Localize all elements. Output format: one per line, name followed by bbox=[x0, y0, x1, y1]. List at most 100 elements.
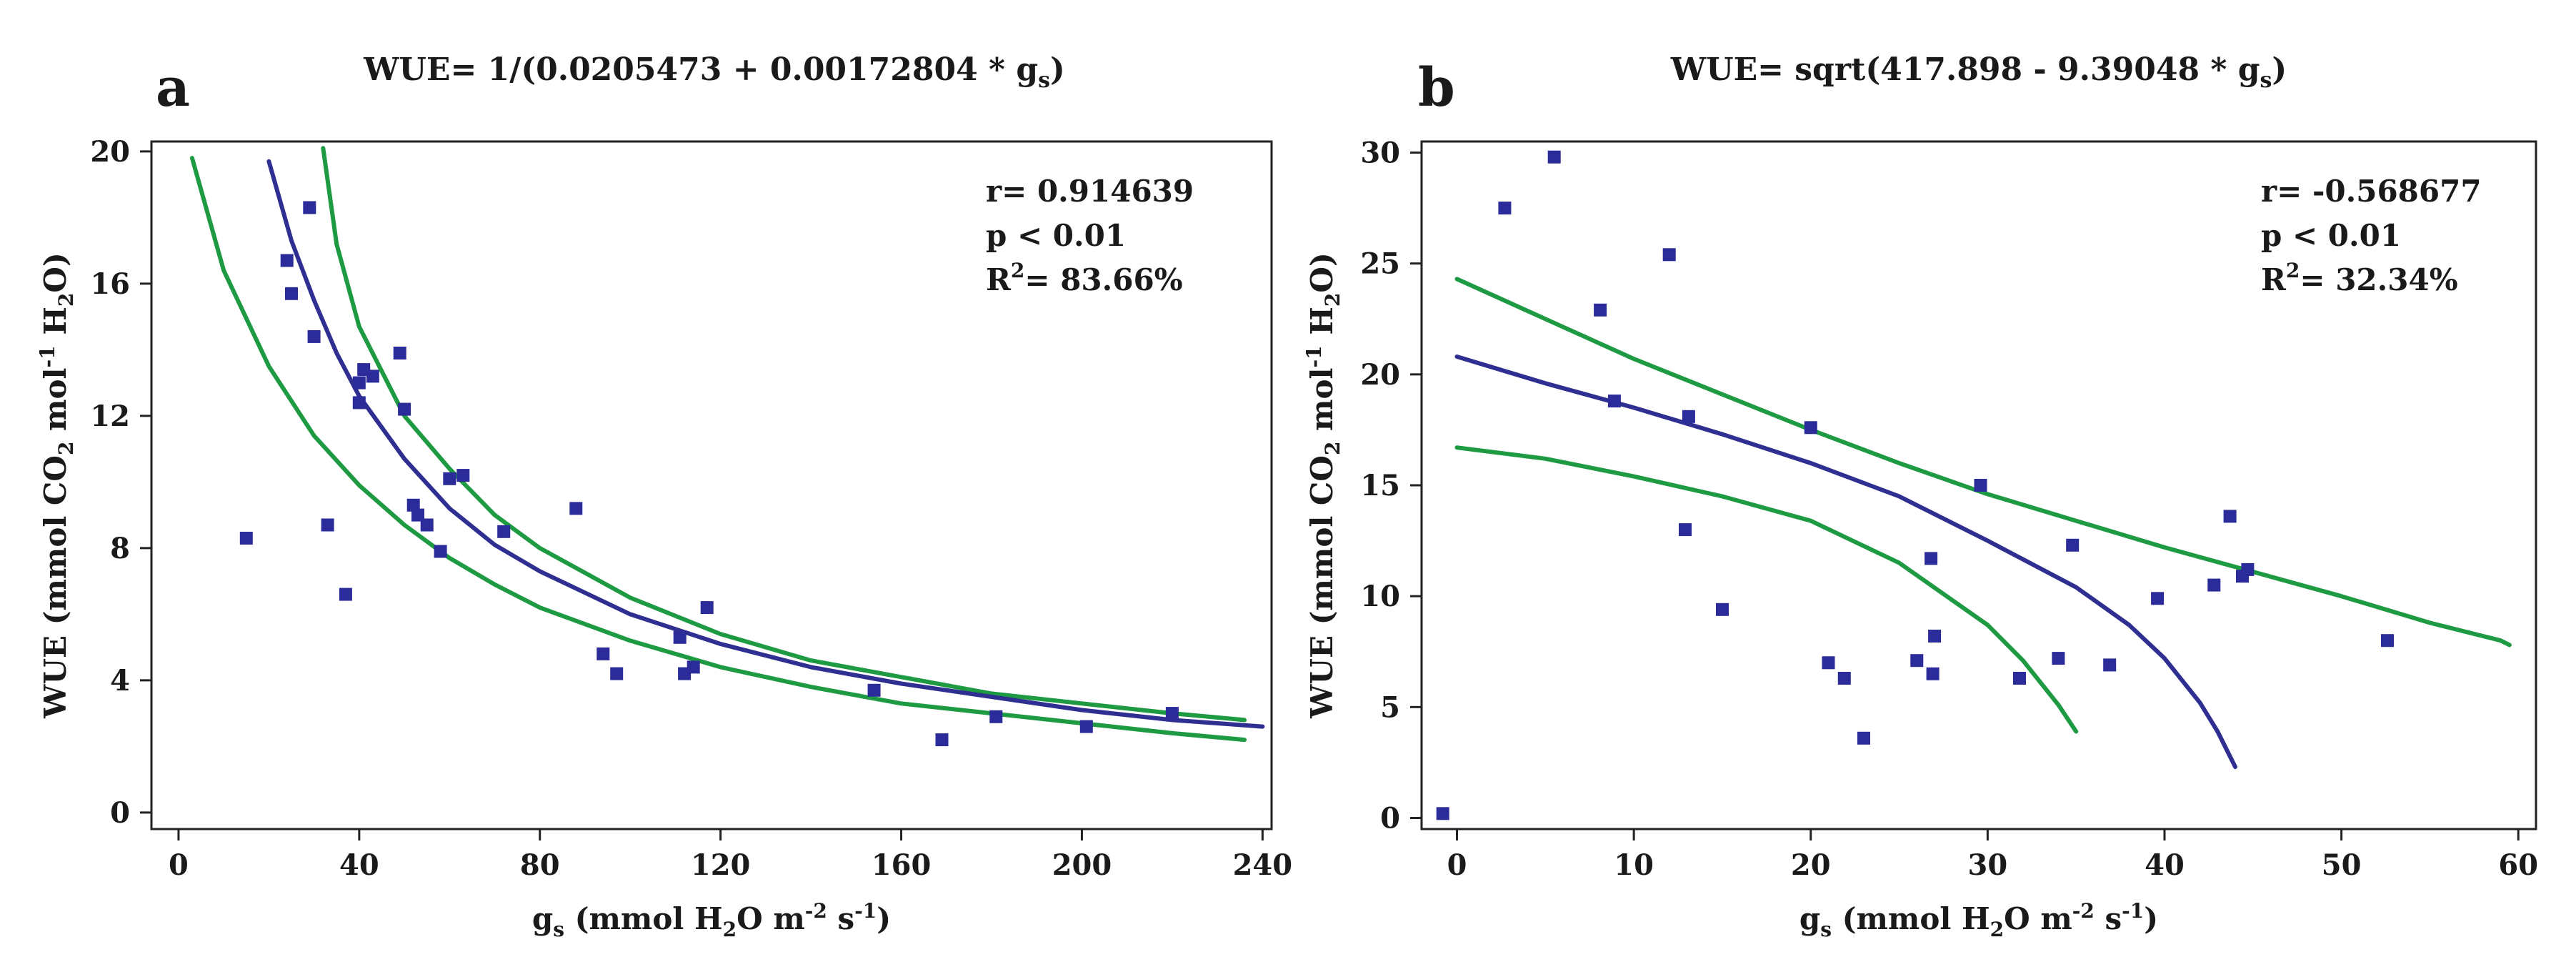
panel-b-data-point bbox=[1682, 410, 1695, 423]
panel-b-stats: r= -0.568677 p < 0.01 R2= 32.34% bbox=[2261, 174, 2482, 297]
panel-b-x-tick-label: 50 bbox=[2322, 848, 2362, 882]
panel-b-x-tick-label: 20 bbox=[1791, 848, 1831, 882]
panel-b-x-tick-label: 10 bbox=[1614, 848, 1654, 882]
panel-a-data-point bbox=[352, 396, 366, 410]
panel-a-data-point bbox=[596, 647, 610, 660]
panel-a: a WUE= 1/(0.0205473 + 0.00172804 * gs) 0… bbox=[36, 51, 1292, 941]
panel-b-stat-r: r= -0.568677 bbox=[2261, 174, 2482, 209]
panel-a-y-axis-title: WUE (mmol CO2 mol-1 H2O) bbox=[36, 252, 78, 719]
panel-a-x-tick-label: 40 bbox=[339, 848, 379, 882]
panel-a-x-tick-label: 120 bbox=[691, 848, 751, 882]
panel-b-data-point bbox=[1498, 202, 1512, 215]
panel-a-x-tick-label: 200 bbox=[1052, 848, 1112, 882]
panel-a-axes-frame bbox=[150, 140, 1273, 830]
panel-b-y-tick-label: 25 bbox=[1360, 247, 1400, 281]
panel-a-stat-p: p < 0.01 bbox=[986, 218, 1126, 253]
panel-b-data-point bbox=[2241, 562, 2255, 576]
panel-b-x-tick-label: 0 bbox=[1447, 848, 1467, 882]
panel-a-data-point bbox=[867, 683, 881, 697]
panel-a-x-tick-label: 160 bbox=[872, 848, 932, 882]
panel-b-letter: b bbox=[1418, 57, 1455, 119]
panel-b-data-point bbox=[1662, 248, 1676, 262]
panel-b-data-point bbox=[2207, 578, 2221, 592]
panel-b-data-point bbox=[1926, 667, 1940, 680]
panel-a-data-point bbox=[420, 518, 434, 532]
panel-a-data-point bbox=[411, 508, 424, 522]
panel-b-data-point bbox=[1822, 656, 1835, 670]
panel-b-data-point bbox=[1910, 654, 1924, 668]
panel-a-stat-r: r= 0.914639 bbox=[986, 174, 1194, 209]
panel-a-data-point bbox=[610, 667, 624, 680]
panel-a-data-point bbox=[989, 710, 1003, 723]
panel-a-title: WUE= 1/(0.0205473 + 0.00172804 * gs) bbox=[363, 51, 1065, 93]
panel-b-y-tick-label: 30 bbox=[1360, 137, 1400, 170]
panel-b-y-tick-label: 15 bbox=[1360, 469, 1400, 502]
panel-b-data-point bbox=[1716, 602, 1729, 616]
panel-b-data-point bbox=[2052, 652, 2065, 665]
panel-b-x-tick-label: 40 bbox=[2145, 848, 2185, 882]
panel-b-data-point bbox=[1679, 523, 1692, 537]
panel-a-data-point bbox=[307, 329, 321, 343]
panel-b-stat-p: p < 0.01 bbox=[2261, 218, 2401, 253]
panel-b-data-point bbox=[1974, 479, 1987, 492]
panel-a-y-tick-label: 0 bbox=[110, 796, 130, 830]
panel-b-ticks: 0 10 20 30 40 50 60 0 5 10 15 20 25 30 bbox=[1360, 137, 2538, 882]
panel-b-x-tick-label: 60 bbox=[2498, 848, 2538, 882]
panel-a-data-point bbox=[443, 472, 456, 485]
panel-b-data-point bbox=[2066, 538, 2080, 552]
panel-a-data-point bbox=[303, 201, 316, 214]
panel-a-data-point bbox=[352, 376, 366, 390]
panel-b-plot-area bbox=[1436, 150, 2512, 820]
panel-a-letter: a bbox=[156, 57, 190, 119]
panel-a-y-tick-label: 4 bbox=[110, 664, 130, 698]
panel-b-y-tick-label: 5 bbox=[1380, 690, 1400, 724]
panel-a-x-axis-title: gs (mmol H2O m-2 s-1) bbox=[532, 899, 891, 941]
panel-b-data-point bbox=[1928, 630, 1942, 643]
panel-a-y-tick-label: 16 bbox=[90, 267, 130, 301]
panel-a-ticks: 0 40 80 120 160 200 240 0 4 8 12 16 20 bbox=[90, 135, 1292, 882]
panel-a-data-point bbox=[673, 630, 687, 644]
panel-b-data-point bbox=[1607, 395, 1621, 408]
panel-a-x-tick-label: 80 bbox=[520, 848, 560, 882]
panel-b-x-tick-label: 30 bbox=[1968, 848, 2008, 882]
panel-b-y-tick-label: 0 bbox=[1380, 801, 1400, 835]
panel-b-title: WUE= sqrt(417.898 - 9.39048 * gs) bbox=[1670, 51, 2287, 93]
panel-a-ci-lower-line bbox=[189, 156, 1247, 743]
panel-a-data-point bbox=[456, 469, 470, 482]
panel-a-data-point bbox=[497, 525, 511, 538]
panel-a-data-point bbox=[1079, 720, 1093, 733]
panel-a-data-point bbox=[687, 660, 700, 674]
panel-a-ci-upper-line bbox=[321, 146, 1247, 723]
panel-a-data-point bbox=[366, 370, 379, 383]
panel-a-data-point bbox=[1165, 707, 1179, 720]
panel-b-data-point bbox=[1837, 672, 1851, 685]
panel-a-data-point bbox=[398, 402, 411, 416]
panel-b-fit-line bbox=[1454, 354, 2237, 770]
panel-b-x-axis-title: gs (mmol H2O m-2 s-1) bbox=[1799, 899, 2158, 941]
panel-b-ci-lower-line bbox=[1454, 445, 2079, 734]
panel-b: b WUE= sqrt(417.898 - 9.39048 * gs) 0 10 2… bbox=[1302, 51, 2538, 941]
panel-a-data-point bbox=[406, 498, 420, 512]
panel-b-data-point bbox=[1924, 552, 1938, 565]
panel-b-ci-upper-line bbox=[1454, 277, 2512, 648]
panel-b-data-point bbox=[2381, 634, 2394, 648]
panel-b-data-point bbox=[1594, 303, 1607, 317]
panel-a-data-point bbox=[321, 518, 334, 532]
panel-b-stat-r2: R2= 32.34% bbox=[2261, 259, 2458, 297]
panel-b-data-point bbox=[1804, 421, 1817, 435]
panel-a-data-point bbox=[434, 545, 447, 558]
panel-a-data-point bbox=[285, 287, 298, 300]
panel-b-y-tick-label: 20 bbox=[1360, 358, 1400, 392]
panel-a-x-tick-label: 0 bbox=[169, 848, 189, 882]
panel-a-stat-r2: R2= 83.66% bbox=[986, 259, 1183, 297]
panel-a-data-point bbox=[393, 347, 406, 359]
panel-b-data-point bbox=[2103, 658, 2117, 672]
panel-a-data-point bbox=[935, 733, 949, 747]
panel-b-data-point bbox=[2013, 672, 2026, 685]
panel-a-data-point bbox=[239, 532, 253, 545]
panel-a-fit-line bbox=[266, 159, 1265, 729]
panel-b-data-point bbox=[1857, 731, 1870, 745]
panel-a-data-point bbox=[569, 502, 583, 515]
panel-a-data-point bbox=[280, 254, 294, 267]
